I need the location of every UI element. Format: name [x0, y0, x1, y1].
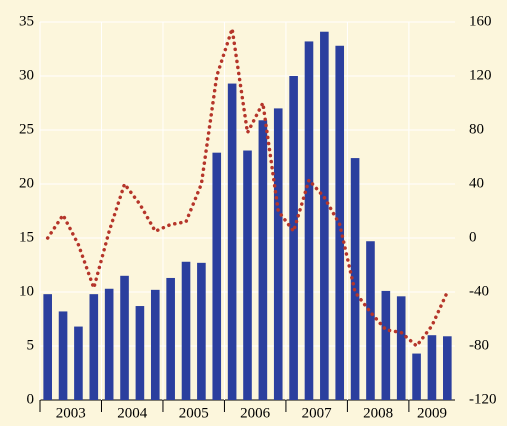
y2-tick-label: -40 [469, 283, 489, 299]
bar [273, 108, 283, 401]
y-tick-label: 10 [19, 283, 34, 299]
x-group-label: 2007 [302, 405, 333, 421]
x-group-label: 2008 [363, 405, 393, 421]
line [45, 27, 450, 348]
bar [89, 294, 99, 400]
bar [150, 289, 160, 400]
y2-tick-label: 80 [469, 121, 484, 137]
bar [412, 353, 421, 400]
x-group-label: 2003 [56, 405, 86, 421]
x-group-label: 2009 [417, 405, 447, 421]
y2-tick-label: 120 [469, 67, 492, 83]
bar [58, 311, 68, 400]
bar [43, 294, 52, 400]
y-tick-label: 20 [19, 175, 34, 191]
y-tick-label: 25 [19, 121, 34, 137]
bar [350, 158, 360, 400]
bar [227, 83, 237, 400]
bar [366, 241, 375, 400]
bar [120, 275, 129, 400]
bar [289, 76, 298, 400]
y2-tick-label: -120 [469, 391, 497, 407]
bar [181, 261, 191, 400]
y-tick-label: 35 [19, 13, 34, 29]
bar [212, 152, 222, 400]
y-tick-label: 15 [19, 229, 34, 245]
bar [166, 277, 175, 400]
x-group-label: 2004 [117, 405, 148, 421]
bar [427, 335, 437, 400]
bar [243, 150, 252, 400]
bar [443, 336, 452, 400]
bar [304, 41, 314, 400]
bar [197, 262, 206, 400]
y2-tick-label: 40 [469, 175, 484, 191]
bar [396, 296, 406, 400]
y-tick-label: 0 [27, 391, 35, 407]
y2-tick-label: 0 [469, 229, 477, 245]
x-group-label: 2005 [179, 405, 209, 421]
y-tick-label: 30 [19, 67, 34, 83]
bar [381, 290, 391, 400]
y2-tick-label: -80 [469, 337, 489, 353]
y-tick-label: 5 [27, 337, 35, 353]
bar [320, 31, 329, 400]
bar [258, 120, 268, 400]
x-group-label: 2006 [240, 405, 271, 421]
bar [135, 306, 145, 400]
bar [104, 288, 114, 400]
bar [74, 326, 83, 400]
y2-tick-label: 160 [469, 13, 492, 29]
